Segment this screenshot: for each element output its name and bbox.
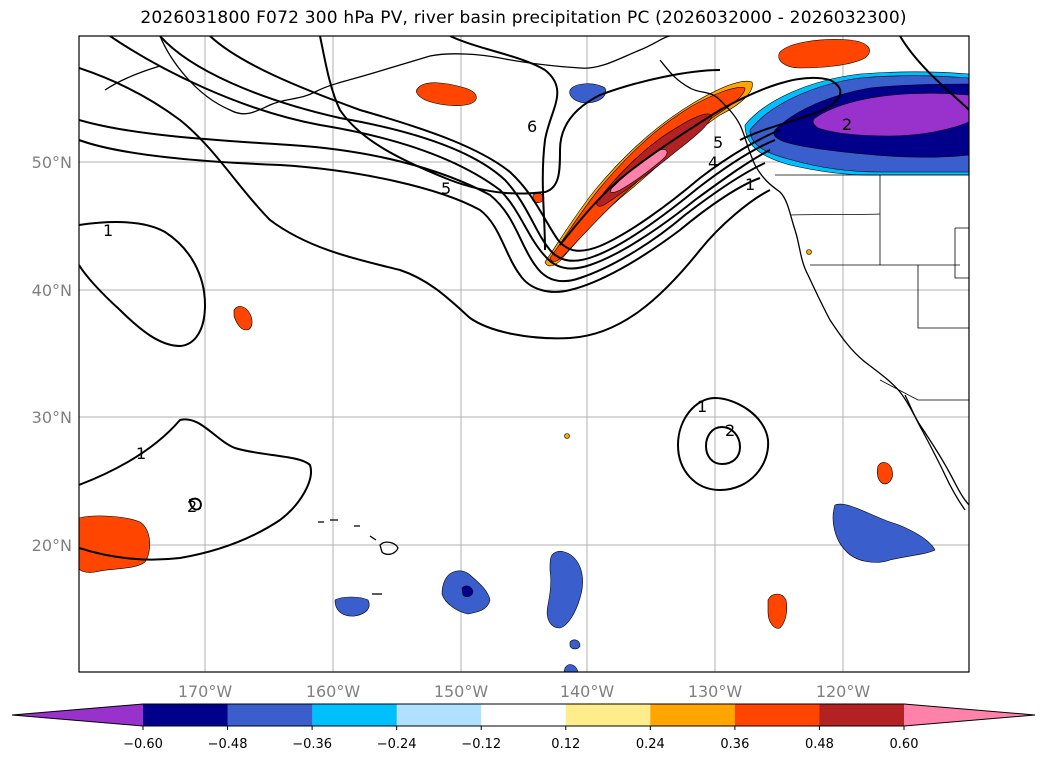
map-frame bbox=[78, 35, 970, 673]
contour-label: 1 bbox=[103, 221, 113, 240]
contour-label: 2 bbox=[725, 421, 735, 440]
colorbar-extend-min bbox=[12, 704, 143, 726]
colorbar-tick-label: −0.36 bbox=[292, 737, 332, 752]
colorbar-tick-label: −0.12 bbox=[461, 737, 501, 752]
colorbar-segment bbox=[650, 704, 736, 726]
contour-label: 1 bbox=[697, 397, 707, 416]
colorbar-segment bbox=[734, 704, 820, 726]
political-borders bbox=[775, 174, 969, 401]
colorbar-segment bbox=[481, 704, 567, 726]
colorbar: −0.60 −0.48 −0.36 −0.24 −0.12 0.12 0.24 0.36 0.4… bbox=[11, 703, 1036, 752]
lat-tick-label: 50°N bbox=[32, 153, 72, 172]
latitude-labels: 50°N 40°N 30°N 20°N bbox=[32, 153, 72, 555]
colorbar-tick-label: 0.48 bbox=[805, 737, 834, 752]
lon-tick-label: 140°W bbox=[560, 682, 615, 701]
contour-label: 2 bbox=[187, 497, 197, 516]
lat-tick-label: 40°N bbox=[32, 281, 72, 300]
map-title: 2026031800 F072 300 hPa PV, river basin … bbox=[140, 8, 907, 28]
lon-tick-label: 170°W bbox=[178, 682, 233, 701]
lon-tick-label: 150°W bbox=[434, 682, 489, 701]
lon-tick-label: 160°W bbox=[306, 682, 361, 701]
contour-label: 4 bbox=[708, 153, 718, 172]
pv-contours bbox=[79, 36, 969, 561]
colorbar-tick-label: −0.24 bbox=[377, 737, 417, 752]
contour-label: 2 bbox=[842, 115, 852, 134]
colorbar-tick-label: 0.12 bbox=[551, 737, 580, 752]
colorbar-tick-label: −0.60 bbox=[123, 737, 163, 752]
contour-label: 6 bbox=[527, 117, 537, 136]
precip-negative-regions bbox=[334, 71, 969, 672]
colorbar-tick-label: 0.24 bbox=[636, 737, 665, 752]
colorbar-tick-label: 0.60 bbox=[890, 737, 919, 752]
colorbar-segment bbox=[143, 704, 229, 726]
lon-tick-label: 120°W bbox=[816, 682, 871, 701]
contour-label: 5 bbox=[713, 133, 723, 152]
colorbar-segment bbox=[396, 704, 482, 726]
colorbar-tick-label: 0.36 bbox=[720, 737, 749, 752]
colorbar-segment bbox=[227, 704, 313, 726]
colorbar-segment bbox=[819, 704, 905, 726]
colorbar-segment bbox=[312, 704, 398, 726]
lon-tick-label: 130°W bbox=[688, 682, 743, 701]
colorbar-tick-label: −0.48 bbox=[208, 737, 248, 752]
colorbar-extend-max bbox=[904, 704, 1035, 726]
longitude-labels: 170°W 160°W 150°W 140°W 130°W 120°W bbox=[178, 682, 871, 701]
contour-label: 1 bbox=[745, 175, 755, 194]
lat-tick-label: 30°N bbox=[32, 408, 72, 427]
contour-label: 1 bbox=[136, 444, 146, 463]
lat-tick-label: 20°N bbox=[32, 536, 72, 555]
contour-label: 5 bbox=[441, 179, 451, 198]
coastlines bbox=[104, 36, 969, 595]
colorbar-segment bbox=[565, 704, 651, 726]
contour-label-group: 1 5 6 5 4 1 2 1 2 1 2 bbox=[103, 115, 852, 516]
